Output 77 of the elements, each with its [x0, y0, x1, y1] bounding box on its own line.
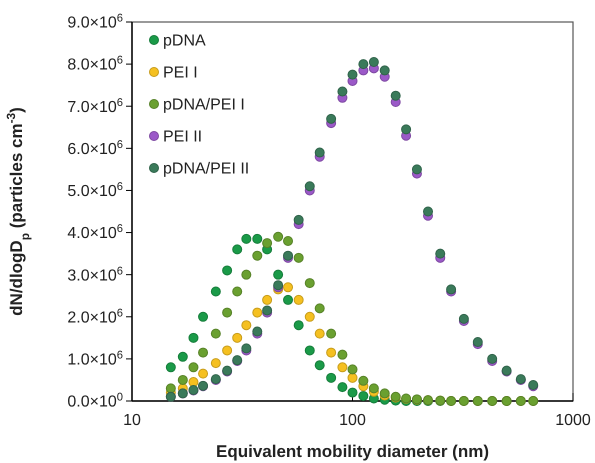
point [337, 86, 348, 96]
point [252, 250, 262, 261]
point [262, 238, 272, 248]
point [337, 362, 348, 372]
point [314, 360, 325, 370]
point [283, 282, 294, 292]
point [326, 114, 336, 124]
y-tick-label: 4.0×10$^{6}$ [67, 223, 123, 242]
legend-label: pDNA/PEI I [163, 96, 245, 114]
point [358, 390, 368, 401]
y-tick-label: 1.0×10$^{6}$ [67, 349, 123, 368]
point [304, 312, 315, 322]
point [368, 57, 379, 68]
point [348, 364, 358, 374]
y-tick-label: 6.0×10$^{6}$ [67, 138, 123, 158]
point [348, 372, 358, 383]
point [358, 59, 368, 70]
y-tick-label: 8.0×10$^{6}$ [67, 54, 123, 74]
point [294, 294, 304, 305]
point [348, 70, 358, 80]
point [241, 270, 252, 280]
point [294, 214, 304, 225]
point [294, 320, 304, 330]
legend-label: pDNA [163, 32, 206, 50]
point [241, 234, 252, 244]
point [390, 90, 401, 101]
point [283, 294, 294, 305]
point [337, 350, 348, 360]
point [326, 372, 336, 383]
x-tick-label: 1000 [555, 412, 591, 429]
point [262, 294, 272, 305]
x-tick-label: 100 [339, 412, 366, 429]
point [337, 382, 348, 392]
legend-label: PEI II [163, 128, 202, 146]
legend-label: pDNA/PEI II [163, 160, 250, 178]
point [304, 181, 315, 192]
point [178, 374, 188, 385]
point [326, 328, 336, 339]
y-tick-label: 7.0×10$^{6}$ [67, 96, 123, 116]
point [294, 252, 304, 263]
point [188, 362, 198, 372]
point [198, 312, 208, 322]
point [358, 376, 368, 386]
point [326, 348, 336, 358]
x-axis-title: Equivalent mobility diameter (nm) [216, 442, 489, 461]
y-tick-label: 9.0×10$^{6}$ [67, 12, 123, 32]
point [380, 65, 390, 76]
point [198, 348, 208, 358]
point [198, 368, 208, 379]
point [401, 124, 412, 134]
point [166, 362, 176, 372]
point [348, 388, 358, 398]
point [368, 383, 379, 394]
point [314, 148, 325, 158]
point [273, 270, 284, 280]
point [423, 206, 434, 216]
y-tick-label: 2.0×10$^{6}$ [67, 307, 123, 326]
point [412, 164, 422, 174]
point [262, 305, 272, 316]
point [273, 232, 284, 242]
point [380, 388, 390, 398]
x-tick-label: 10 [123, 412, 141, 429]
point [283, 236, 294, 246]
y-tick-label: 3.0×10$^{6}$ [67, 265, 123, 284]
point [314, 303, 325, 314]
point [178, 352, 188, 362]
point [188, 332, 198, 343]
y-tick-label: 0.0×10$^{0}$ [67, 392, 123, 411]
point [304, 345, 315, 356]
point [252, 308, 262, 318]
point [304, 278, 315, 288]
y-tick-label: 5.0×10$^{6}$ [67, 181, 123, 200]
point [252, 234, 262, 244]
point [241, 320, 252, 330]
legend-label: PEI I [163, 64, 198, 82]
point [166, 383, 176, 394]
point [314, 328, 325, 339]
